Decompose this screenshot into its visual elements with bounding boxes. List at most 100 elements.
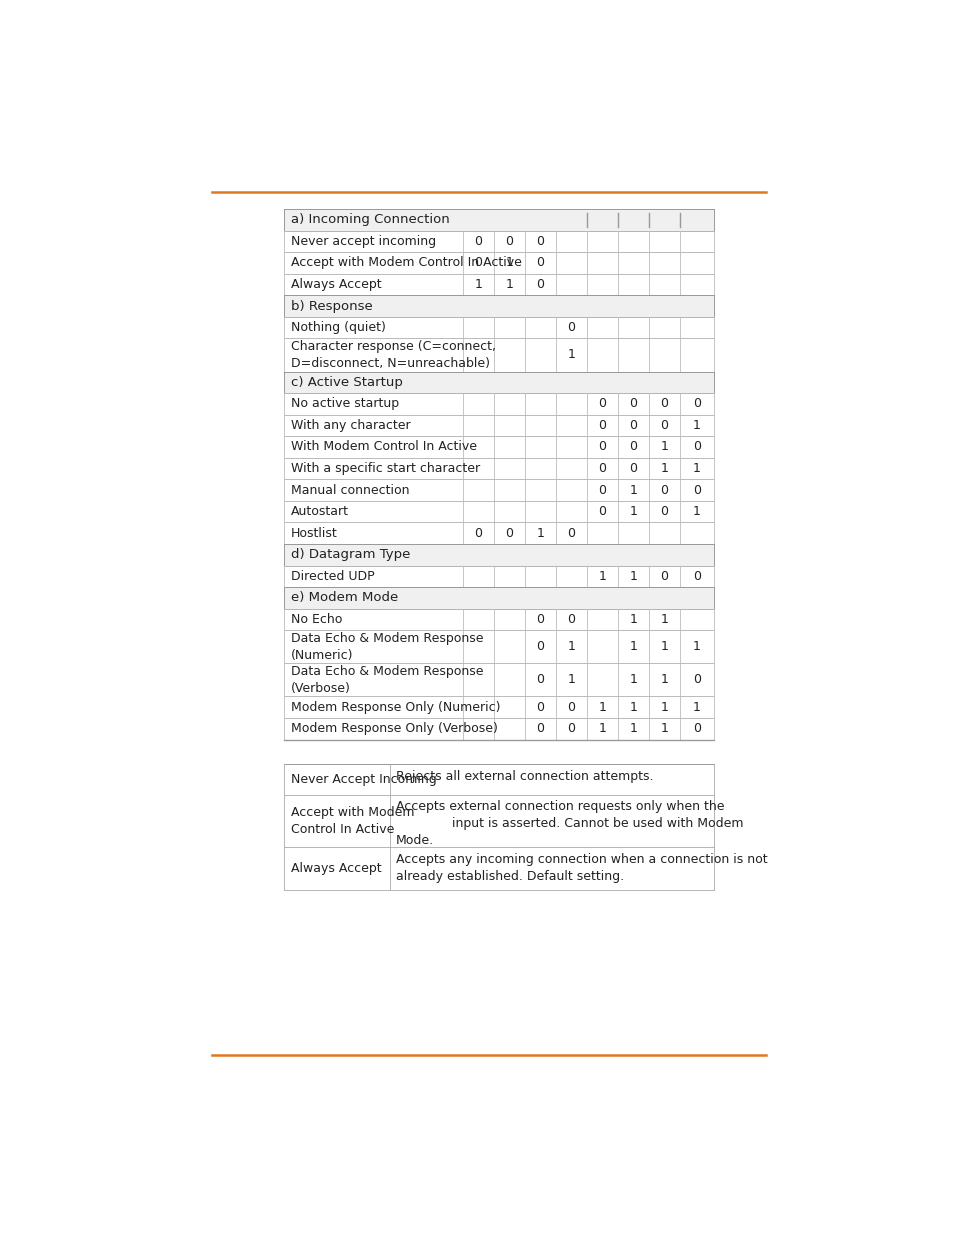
Text: Accepts external connection requests only when the
              input is assert: Accepts external connection requests onl… — [395, 800, 742, 847]
Text: 1: 1 — [629, 700, 637, 714]
Text: 0: 0 — [692, 673, 700, 687]
Bar — [284, 697, 714, 718]
Text: 0: 0 — [598, 462, 605, 475]
Text: 1: 1 — [629, 640, 637, 653]
Text: 1: 1 — [693, 505, 700, 519]
Bar — [284, 252, 714, 274]
Text: 0: 0 — [536, 700, 543, 714]
Text: Always Accept: Always Accept — [291, 278, 381, 291]
Text: 1: 1 — [567, 348, 575, 362]
Text: b) Response: b) Response — [291, 300, 372, 312]
Text: 0: 0 — [536, 613, 543, 626]
Text: 0: 0 — [598, 441, 605, 453]
Text: 0: 0 — [628, 398, 637, 410]
Bar — [284, 372, 714, 393]
Text: 0: 0 — [567, 321, 575, 335]
Text: Directed UDP: Directed UDP — [291, 569, 374, 583]
Text: 0: 0 — [628, 419, 637, 432]
Bar — [284, 764, 714, 795]
Text: 0: 0 — [659, 505, 667, 519]
Text: 0: 0 — [567, 613, 575, 626]
Text: 1: 1 — [693, 462, 700, 475]
Text: 0: 0 — [536, 640, 543, 653]
Text: 0: 0 — [659, 419, 667, 432]
Text: With a specific start character: With a specific start character — [291, 462, 479, 475]
Bar — [284, 566, 714, 587]
Text: 0: 0 — [628, 441, 637, 453]
Bar — [284, 209, 714, 231]
Text: d) Datagram Type: d) Datagram Type — [291, 548, 410, 561]
Text: 1: 1 — [567, 640, 575, 653]
Text: 1: 1 — [629, 505, 637, 519]
Text: 1: 1 — [629, 484, 637, 496]
Text: Hostlist: Hostlist — [291, 526, 337, 540]
Text: Data Echo & Modem Response
(Numeric): Data Echo & Modem Response (Numeric) — [291, 632, 482, 662]
Text: Accept with Modem
Control In Active: Accept with Modem Control In Active — [291, 806, 414, 836]
Bar — [284, 543, 714, 566]
Text: 1: 1 — [567, 673, 575, 687]
Text: Character response (C=connect,
D=disconnect, N=unreachable): Character response (C=connect, D=disconn… — [291, 340, 495, 370]
Text: 1: 1 — [659, 673, 667, 687]
Text: Always Accept: Always Accept — [291, 862, 381, 876]
Text: Modem Response Only (Numeric): Modem Response Only (Numeric) — [291, 700, 499, 714]
Text: 0: 0 — [659, 484, 667, 496]
Bar — [284, 663, 714, 697]
Bar — [284, 295, 714, 317]
Text: 0: 0 — [659, 569, 667, 583]
Text: 1: 1 — [598, 700, 605, 714]
Text: 0: 0 — [659, 398, 667, 410]
Bar — [284, 274, 714, 295]
Text: 0: 0 — [474, 257, 482, 269]
Text: 0: 0 — [474, 526, 482, 540]
Text: 1: 1 — [598, 569, 605, 583]
Text: 1: 1 — [536, 526, 543, 540]
Text: 0: 0 — [628, 462, 637, 475]
Bar — [284, 630, 714, 663]
Bar — [284, 436, 714, 458]
Text: Modem Response Only (Verbose): Modem Response Only (Verbose) — [291, 722, 497, 735]
Text: a) Incoming Connection: a) Incoming Connection — [291, 214, 449, 226]
Text: Nothing (quiet): Nothing (quiet) — [291, 321, 385, 335]
Text: Accepts any incoming connection when a connection is not
already established. De: Accepts any incoming connection when a c… — [395, 852, 767, 883]
Text: 0: 0 — [536, 235, 543, 248]
Text: 1: 1 — [629, 673, 637, 687]
Bar — [284, 795, 714, 847]
Text: Autostart: Autostart — [291, 505, 348, 519]
Text: 1: 1 — [474, 278, 482, 291]
Bar — [284, 393, 714, 415]
Text: Manual connection: Manual connection — [291, 484, 409, 496]
Text: 1: 1 — [598, 722, 605, 735]
Text: e) Modem Mode: e) Modem Mode — [291, 592, 397, 604]
Text: 1: 1 — [693, 419, 700, 432]
Text: 0: 0 — [536, 257, 543, 269]
Text: 0: 0 — [598, 398, 605, 410]
Bar — [284, 587, 714, 609]
Text: With Modem Control In Active: With Modem Control In Active — [291, 441, 476, 453]
Bar — [284, 609, 714, 630]
Text: 0: 0 — [692, 441, 700, 453]
Text: 0: 0 — [474, 235, 482, 248]
Text: 1: 1 — [659, 722, 667, 735]
Text: 1: 1 — [629, 722, 637, 735]
Text: c) Active Startup: c) Active Startup — [291, 375, 402, 389]
Text: 0: 0 — [567, 526, 575, 540]
Text: 1: 1 — [505, 257, 513, 269]
Text: 1: 1 — [659, 462, 667, 475]
Text: 1: 1 — [659, 700, 667, 714]
Text: 0: 0 — [692, 484, 700, 496]
Text: Accept with Modem Control In Active: Accept with Modem Control In Active — [291, 257, 521, 269]
Text: 0: 0 — [692, 722, 700, 735]
Text: 0: 0 — [598, 484, 605, 496]
Text: No Echo: No Echo — [291, 613, 341, 626]
Text: 0: 0 — [505, 235, 513, 248]
Text: 0: 0 — [692, 569, 700, 583]
Text: 0: 0 — [598, 505, 605, 519]
Text: 1: 1 — [505, 278, 513, 291]
Text: Never accept incoming: Never accept incoming — [291, 235, 436, 248]
Text: Rejects all external connection attempts.: Rejects all external connection attempts… — [395, 769, 653, 783]
Bar — [284, 501, 714, 522]
Bar — [284, 415, 714, 436]
Bar — [284, 338, 714, 372]
Text: 0: 0 — [536, 278, 543, 291]
Text: 0: 0 — [692, 398, 700, 410]
